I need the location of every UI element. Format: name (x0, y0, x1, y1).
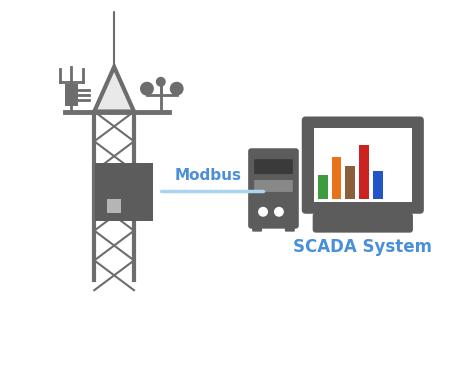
FancyBboxPatch shape (332, 157, 342, 199)
FancyBboxPatch shape (107, 199, 121, 213)
Circle shape (156, 77, 166, 87)
Circle shape (170, 82, 184, 96)
FancyBboxPatch shape (285, 224, 295, 232)
FancyBboxPatch shape (252, 224, 262, 232)
Circle shape (140, 82, 154, 96)
FancyBboxPatch shape (95, 163, 153, 221)
Text: Modbus: Modbus (175, 168, 242, 183)
FancyBboxPatch shape (313, 213, 413, 233)
FancyBboxPatch shape (346, 167, 356, 199)
Circle shape (258, 207, 268, 217)
FancyBboxPatch shape (64, 84, 78, 105)
FancyBboxPatch shape (254, 159, 293, 174)
FancyBboxPatch shape (360, 145, 369, 199)
FancyBboxPatch shape (314, 128, 412, 202)
FancyBboxPatch shape (254, 180, 293, 192)
Text: SCADA System: SCADA System (293, 238, 432, 255)
FancyBboxPatch shape (318, 175, 328, 199)
FancyBboxPatch shape (373, 171, 383, 199)
Polygon shape (96, 70, 132, 112)
FancyBboxPatch shape (302, 116, 424, 214)
Circle shape (274, 207, 284, 217)
FancyBboxPatch shape (248, 148, 299, 229)
